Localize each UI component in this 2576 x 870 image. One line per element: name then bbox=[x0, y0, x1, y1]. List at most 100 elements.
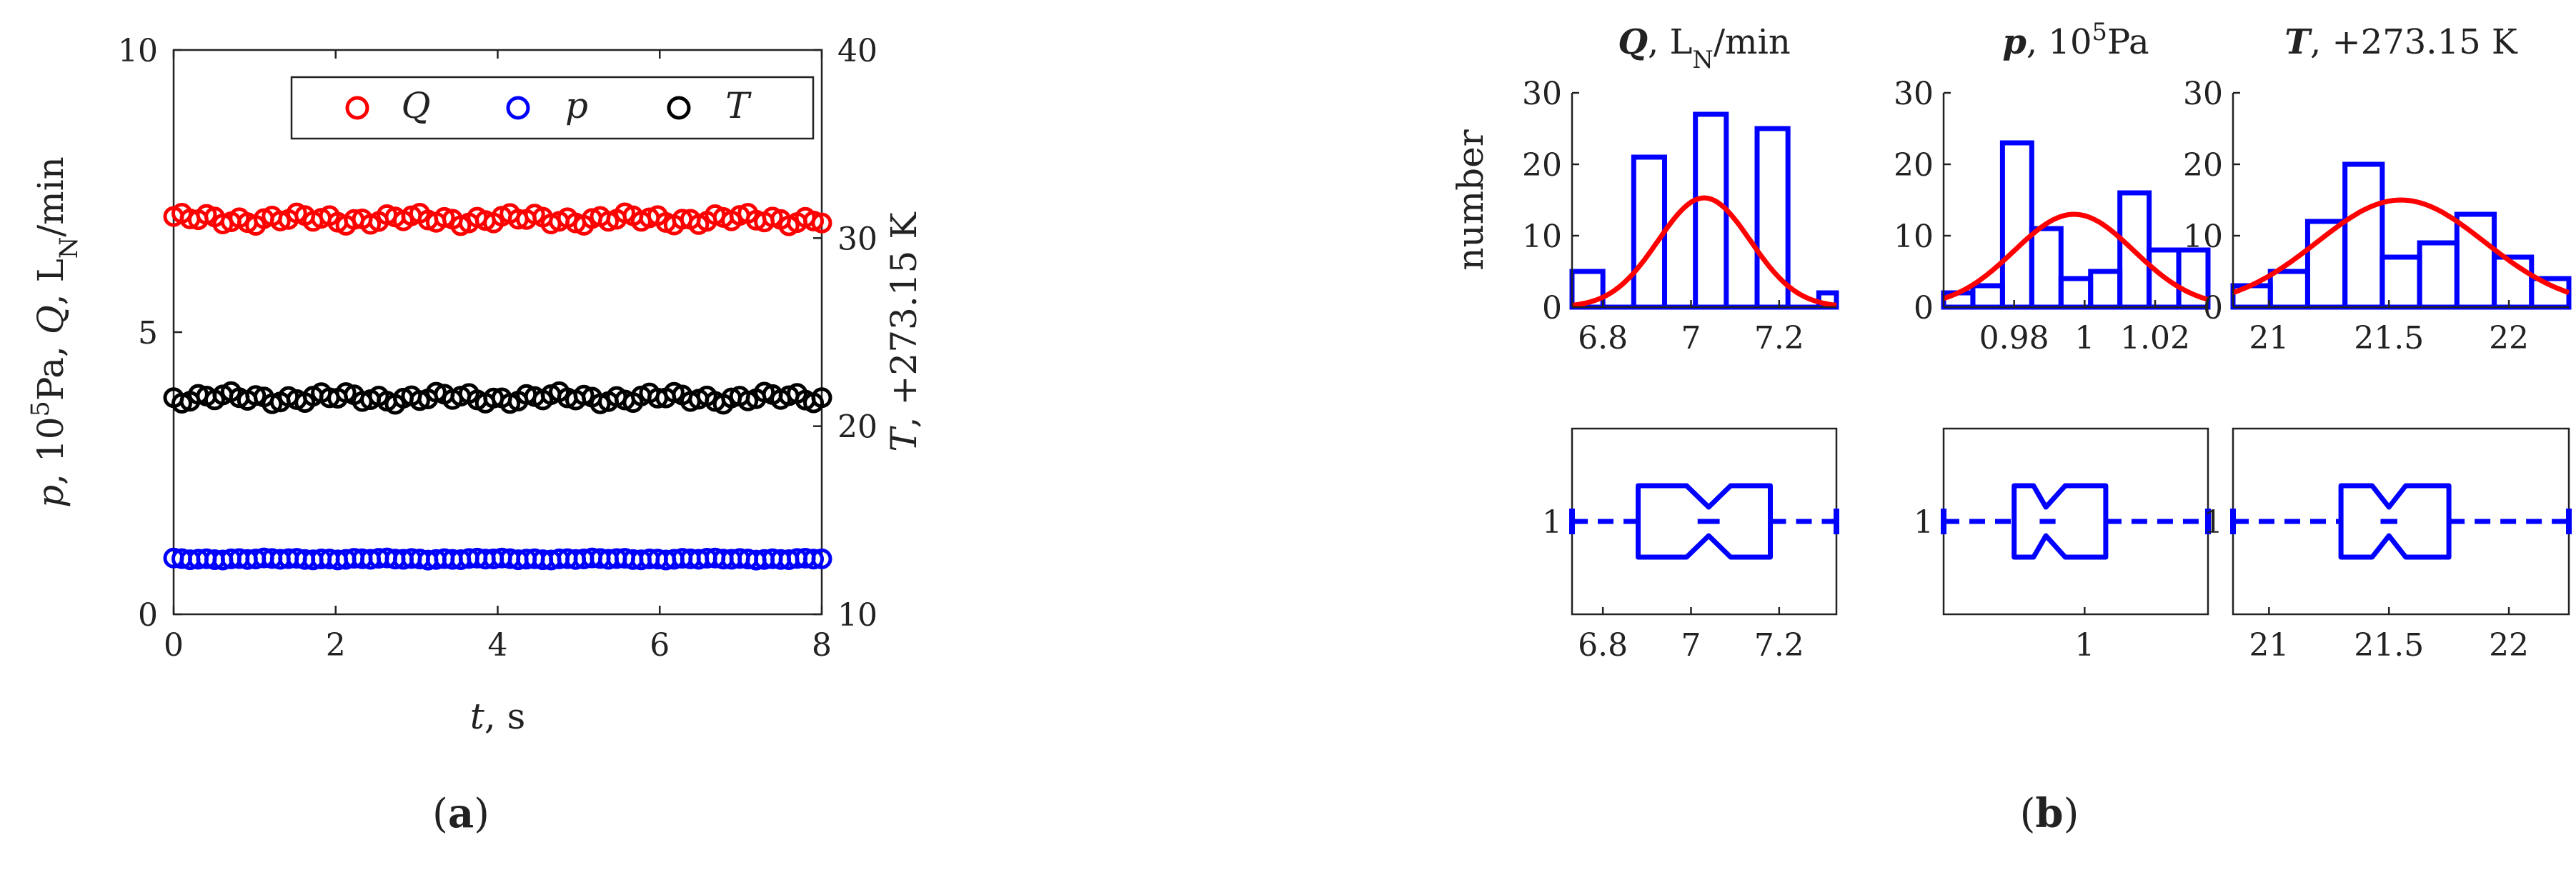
subplot-histogram-Q: Q, LN/min 0 10 20 30 6.8 7 7.2 number bbox=[1450, 22, 1839, 356]
y-tick-label: 1 bbox=[1914, 504, 1934, 541]
subplot-histogram-T: T, +273.15 K 0 10 20 30 21 21.5 22 bbox=[2183, 22, 2572, 356]
notched-box bbox=[2338, 483, 2452, 560]
title-var: T bbox=[2284, 22, 2312, 62]
legend-label-text: p bbox=[565, 85, 588, 126]
title-script: 5 bbox=[2092, 18, 2107, 46]
title-unit: , +273.15 K bbox=[2310, 22, 2518, 62]
y-tick-label: 1 bbox=[1542, 504, 1562, 541]
histogram-bar bbox=[1970, 283, 2005, 310]
y-left-axis-label-part: 5 bbox=[26, 401, 55, 416]
box-frame bbox=[2232, 427, 2570, 616]
y-left-tick-label: 0 bbox=[138, 597, 158, 634]
y-left-axis-label-part: Pa, bbox=[30, 334, 71, 401]
y-tick-label: 0 bbox=[1914, 290, 1934, 326]
data-point-Q bbox=[269, 210, 291, 231]
legend-label-p: p bbox=[565, 85, 588, 126]
panel-a-label: (a) bbox=[432, 790, 489, 837]
histogram-bar bbox=[2029, 226, 2064, 310]
title-var: Q bbox=[1618, 22, 1648, 62]
y-axis-label: number bbox=[1450, 129, 1491, 270]
legend-marker-p bbox=[506, 96, 530, 120]
y-tick-label: 10 bbox=[1522, 219, 1562, 255]
title-var: p bbox=[2002, 22, 2027, 62]
data-point-T bbox=[737, 390, 759, 411]
x-tick-label: 21 bbox=[2249, 627, 2289, 664]
panel-b-letter: b bbox=[2035, 790, 2063, 837]
y-tick-label: 0 bbox=[1542, 290, 1562, 326]
panel-a-letter: a bbox=[448, 790, 474, 837]
x-tick-label: 21.5 bbox=[2354, 627, 2424, 664]
histogram-bar bbox=[1693, 111, 1729, 310]
y-left-axis-label: p, 105Pa, Q, LN/min bbox=[26, 156, 84, 508]
x-tick-label: 21 bbox=[2249, 320, 2289, 356]
title-unit: , 10 bbox=[2027, 22, 2092, 62]
y-tick-label: 0 bbox=[2203, 290, 2223, 326]
data-point-T bbox=[171, 393, 192, 414]
histogram-bar bbox=[1631, 154, 1667, 310]
x-tick-label: 0.98 bbox=[1979, 320, 2049, 356]
y-tick-label: 1 bbox=[2203, 504, 2223, 541]
x-tick-label: 7.2 bbox=[1754, 627, 1804, 664]
x-tick-label: 0 bbox=[164, 627, 184, 664]
notched-box bbox=[2011, 483, 2109, 560]
y-right-axis-label-var: T bbox=[883, 426, 925, 452]
legend-label-T: T bbox=[725, 85, 752, 126]
legend-label-Q: Q bbox=[402, 85, 431, 126]
data-point-Q bbox=[811, 212, 832, 234]
y-left-axis-label-part: p bbox=[30, 485, 71, 508]
y-right-tick-label: 10 bbox=[837, 597, 877, 634]
y-tick-label: 20 bbox=[2183, 147, 2223, 184]
y-right-tick-label: 20 bbox=[837, 409, 877, 446]
x-axis-label-unit: , s bbox=[484, 696, 525, 737]
data-point-T bbox=[573, 384, 595, 406]
data-point-T bbox=[590, 393, 611, 414]
y-left-axis-label-part: Q bbox=[30, 305, 71, 334]
legend-label-text: T bbox=[725, 85, 752, 126]
data-point-T bbox=[811, 387, 832, 409]
y-right-axis-label-unit: , +273.15 K bbox=[883, 211, 925, 429]
x-tick-label: 6 bbox=[650, 627, 670, 664]
y-tick-label: 10 bbox=[1894, 219, 1934, 255]
y-right-tick-label: 40 bbox=[837, 33, 877, 69]
subplot-histogram-p: p, 105Pa 0 10 20 30 0.98 1 1.02 bbox=[1894, 18, 2211, 356]
x-axis-label: t, s bbox=[470, 696, 526, 737]
legend-label-text: Q bbox=[402, 85, 431, 126]
subplot-box-Q: 1 6.8 7 7.2 bbox=[1542, 427, 1839, 664]
data-point-T bbox=[262, 393, 283, 414]
histogram-bar bbox=[2379, 254, 2422, 310]
histogram-bar bbox=[2417, 240, 2460, 310]
x-tick-label: 7 bbox=[1681, 320, 1701, 356]
y-right-axis-label: T, +273.15 K bbox=[883, 211, 925, 452]
title-unit-tail: /min bbox=[1714, 22, 1791, 62]
x-tick-label: 4 bbox=[488, 627, 508, 664]
data-point-T bbox=[245, 385, 267, 406]
legend-marker-Q bbox=[345, 96, 369, 120]
y-tick-label: 30 bbox=[1522, 76, 1562, 112]
y-left-axis-label-part: /min bbox=[30, 156, 71, 236]
histogram-bar bbox=[2088, 269, 2123, 310]
x-tick-label: 7.2 bbox=[1754, 320, 1804, 356]
y-left-axis-label-part: , L bbox=[30, 259, 71, 305]
x-tick-label: 22 bbox=[2489, 627, 2529, 664]
x-tick-label: 6.8 bbox=[1578, 627, 1628, 664]
y-right-tick-label: 30 bbox=[837, 221, 877, 257]
x-tick-label: 1 bbox=[2074, 320, 2094, 356]
y-left-tick-label: 5 bbox=[138, 315, 158, 351]
histogram-bar bbox=[1999, 140, 2034, 310]
histogram-bar bbox=[2267, 269, 2310, 310]
subplot-title: T, +273.15 K bbox=[2284, 22, 2518, 62]
legend-marker-T bbox=[667, 96, 691, 120]
histogram-bar bbox=[2058, 276, 2094, 310]
subplot-title: Q, LN/min bbox=[1618, 22, 1791, 74]
y-tick-label: 20 bbox=[1522, 147, 1562, 184]
data-point-T bbox=[409, 390, 430, 411]
y-tick-label: 30 bbox=[1894, 76, 1934, 112]
y-tick-label: 20 bbox=[1894, 147, 1934, 184]
y-left-tick-label: 10 bbox=[118, 33, 158, 69]
x-tick-label: 1 bbox=[2074, 627, 2094, 664]
data-point-T bbox=[425, 381, 447, 403]
subplot-title: p, 105Pa bbox=[2002, 18, 2149, 63]
